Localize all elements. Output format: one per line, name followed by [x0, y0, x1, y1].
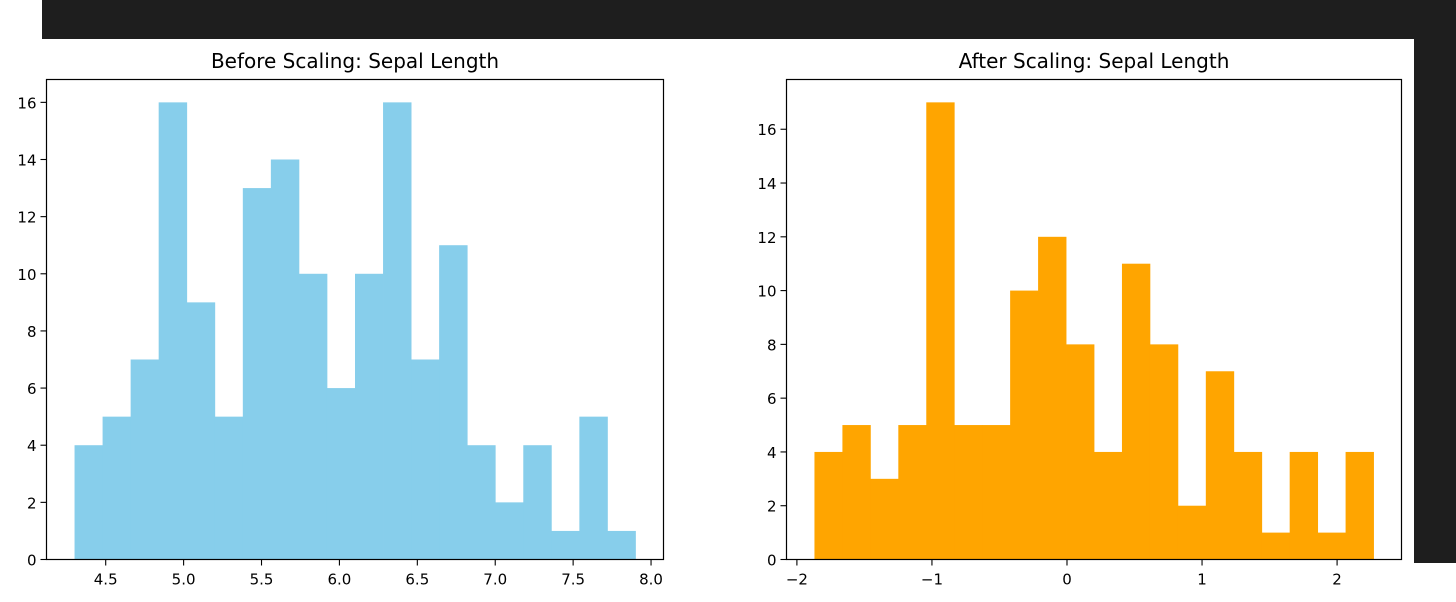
- bars-after: [814, 102, 1374, 560]
- histogram-bar: [439, 245, 468, 560]
- y-tick-label: 12: [17, 209, 36, 227]
- histogram-bar: [551, 530, 580, 560]
- x-tick-label: −2: [786, 571, 808, 589]
- histogram-bar: [1233, 451, 1263, 560]
- y-tick-label: 8: [767, 336, 777, 354]
- histogram-bar: [214, 416, 244, 560]
- chart-title-after: After Scaling: Sepal Length: [959, 49, 1230, 73]
- y-tick-label: 14: [17, 152, 36, 170]
- histogram-bar: [1038, 236, 1067, 560]
- window-right-edge: [1414, 39, 1456, 563]
- y-tick-label: 8: [27, 323, 37, 341]
- histogram-bar: [326, 388, 356, 560]
- histogram-bar: [383, 102, 412, 560]
- histogram-bar: [242, 188, 272, 560]
- plot-frame-after: [785, 78, 1403, 561]
- histogram-bar: [1010, 290, 1039, 560]
- y-axis-after: 0 2 4 6 8 10 12 14 16: [757, 121, 787, 570]
- histogram-bar: [982, 425, 1011, 560]
- y-tick-label: 6: [27, 380, 37, 398]
- histogram-bar: [1345, 451, 1374, 560]
- histogram-bar: [954, 425, 983, 560]
- histogram-bar: [1177, 505, 1207, 560]
- histogram-bar: [842, 425, 871, 560]
- histogram-bar: [1094, 451, 1123, 560]
- histogram-bar: [158, 102, 188, 560]
- y-tick-label: 0: [27, 552, 37, 570]
- y-tick-label: 10: [17, 266, 36, 284]
- histogram-bar: [926, 102, 955, 560]
- y-tick-label: 0: [767, 552, 777, 570]
- x-tick-label: −1: [921, 571, 943, 589]
- y-tick-label: 2: [767, 498, 777, 516]
- x-tick-label: 6.0: [327, 571, 351, 589]
- y-tick-label: 2: [27, 494, 37, 512]
- x-tick-label: 7.5: [561, 571, 585, 589]
- histogram-bar: [74, 445, 103, 560]
- y-axis-before: 0 2 4 6 8 10 12 14 16: [17, 94, 47, 570]
- x-tick-label: 7.0: [483, 571, 507, 589]
- x-tick-label: 8.0: [639, 571, 663, 589]
- chart-title-before: Before Scaling: Sepal Length: [211, 49, 499, 73]
- y-tick-label: 4: [27, 437, 37, 455]
- histogram-bar: [298, 273, 328, 560]
- histogram-bar: [1261, 532, 1291, 560]
- x-tick-label: 0: [1062, 571, 1072, 589]
- window-top-bar: [42, 0, 1456, 39]
- x-tick-label: 5.5: [250, 571, 274, 589]
- histogram-bar: [1121, 263, 1151, 560]
- histogram-bar: [1149, 344, 1179, 560]
- y-tick-label: 16: [757, 121, 776, 139]
- histogram-bar: [607, 530, 636, 560]
- histogram-bar: [270, 159, 300, 560]
- histogram-bar: [130, 359, 160, 560]
- histogram-bar: [523, 445, 552, 560]
- histogram-after-scaling: After Scaling: Sepal Length 024681012141…: [757, 49, 1403, 589]
- histogram-bar: [870, 478, 899, 560]
- histogram-bar: [898, 425, 927, 560]
- histogram-bar: [355, 273, 384, 560]
- histogram-bar: [1289, 451, 1319, 560]
- histogram-bar: [1317, 532, 1346, 560]
- y-tick-label: 4: [767, 444, 777, 462]
- plot-frame-before: [45, 78, 665, 561]
- histogram-before-scaling: Before Scaling: Sepal Length 0 2 4 6 8 10 12 14…: [17, 49, 665, 589]
- histogram-bar: [467, 445, 496, 560]
- histogram-bar: [814, 451, 843, 560]
- x-tick-label: 6.5: [405, 571, 429, 589]
- histogram-bar: [495, 502, 524, 560]
- figure: Before Scaling: Sepal Length 02468101214…: [17, 49, 1403, 589]
- y-tick-label: 16: [17, 94, 36, 112]
- bars-before: [74, 102, 636, 560]
- histogram-bar: [1066, 344, 1095, 560]
- histogram-bar: [411, 359, 440, 560]
- x-axis-before: 4.5 5.0 5.5 6.0 6.5 7.0 7.5 8.0: [94, 559, 663, 589]
- y-tick-label: 14: [757, 175, 776, 193]
- x-tick-label: 5.0: [172, 571, 196, 589]
- x-axis-after: −2 −1 0 1 2: [786, 559, 1342, 589]
- histogram-bar: [1205, 371, 1235, 560]
- x-tick-label: 4.5: [94, 571, 118, 589]
- histogram-bar: [579, 416, 608, 560]
- y-tick-label: 12: [757, 229, 776, 247]
- y-tick-label: 10: [757, 283, 776, 301]
- x-tick-label: 2: [1332, 571, 1342, 589]
- x-tick-label: 1: [1197, 571, 1207, 589]
- y-tick-label: 6: [767, 390, 777, 408]
- histogram-bar: [186, 302, 216, 560]
- histogram-bar: [102, 416, 132, 560]
